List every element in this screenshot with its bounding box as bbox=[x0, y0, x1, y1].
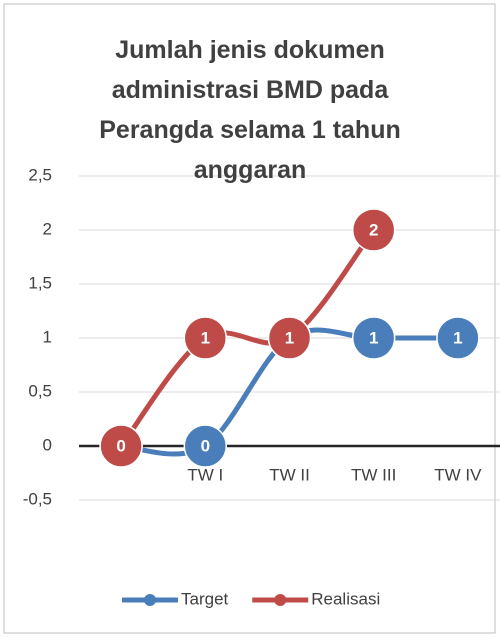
y-tick-label: 0 bbox=[43, 435, 52, 454]
y-tick-label: 1 bbox=[43, 327, 52, 346]
y-tick-label: 0,5 bbox=[28, 381, 52, 400]
y-tick-label: -0,5 bbox=[23, 489, 52, 508]
legend-label: Target bbox=[181, 589, 229, 608]
data-point bbox=[183, 316, 228, 360]
legend-marker bbox=[274, 594, 287, 606]
data-point bbox=[99, 424, 143, 468]
data-point bbox=[351, 316, 396, 360]
chart-border bbox=[3, 3, 496, 634]
x-tick-label: TW III bbox=[351, 465, 396, 484]
y-tick-label: 2,5 bbox=[28, 165, 52, 184]
x-tick-label: TW IV bbox=[434, 465, 482, 484]
x-tick-label: TW II bbox=[269, 465, 310, 484]
x-tick-label: TW I bbox=[187, 465, 223, 484]
data-point bbox=[351, 208, 396, 252]
series-line bbox=[118, 227, 377, 449]
data-label: 1 bbox=[369, 328, 378, 347]
data-point bbox=[267, 316, 312, 360]
chart-title: Jumlah jenis dokumen administrasi BMD pa… bbox=[99, 36, 401, 184]
y-tick-label: 2 bbox=[43, 219, 52, 238]
legend-label: Realisasi bbox=[311, 589, 380, 608]
data-label: 1 bbox=[285, 328, 294, 347]
data-point bbox=[183, 424, 228, 468]
y-tick-label: 1,5 bbox=[28, 273, 52, 292]
legend-marker bbox=[144, 594, 156, 606]
data-label: 0 bbox=[201, 436, 210, 455]
data-label: 0 bbox=[116, 436, 125, 455]
data-label: 1 bbox=[453, 328, 462, 347]
data-point bbox=[436, 316, 480, 360]
data-label: 2 bbox=[369, 220, 378, 239]
data-label: 1 bbox=[201, 328, 210, 347]
